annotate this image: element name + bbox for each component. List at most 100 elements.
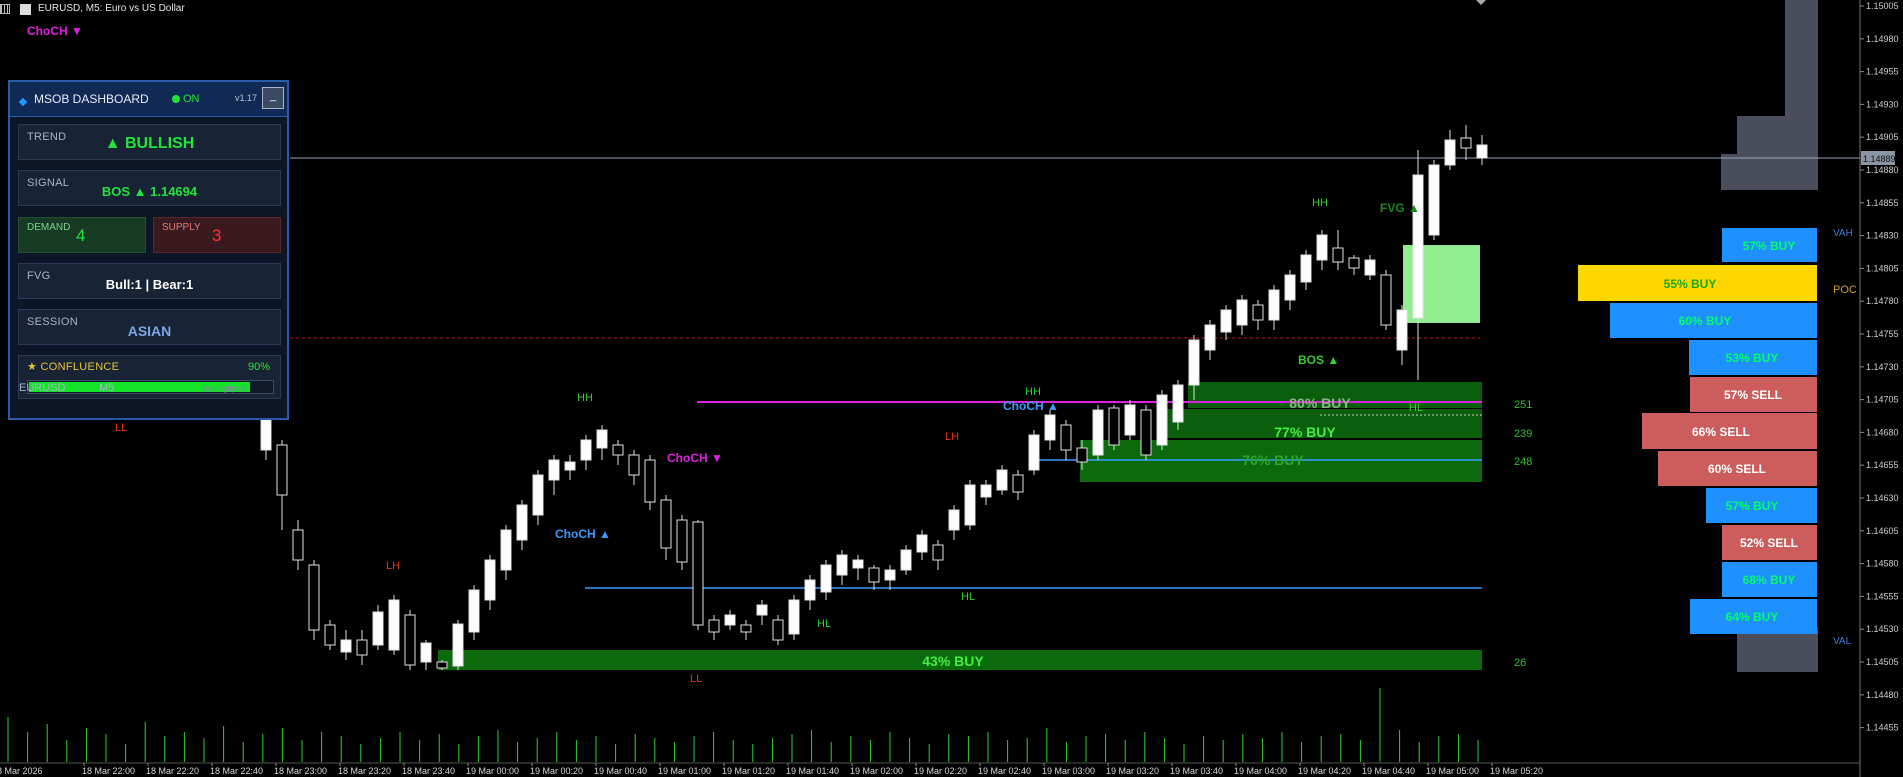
candle-body bbox=[900, 549, 912, 571]
candle-body bbox=[788, 599, 800, 635]
candle-body bbox=[420, 642, 432, 663]
structure-label: LL bbox=[690, 673, 702, 685]
time-tick-label: 19 Mar 03:20 bbox=[1106, 766, 1159, 776]
candle-body bbox=[772, 619, 784, 641]
candle-body bbox=[1396, 309, 1408, 351]
current-price-label: 1.14889 bbox=[1863, 154, 1896, 164]
minimize-button[interactable]: _ bbox=[262, 87, 284, 109]
price-tick-label: 1.14855 bbox=[1866, 198, 1899, 208]
candle-body bbox=[1284, 274, 1296, 301]
demand-count: 4 bbox=[76, 226, 86, 245]
candlesticks bbox=[260, 125, 1488, 670]
candle-body bbox=[676, 519, 688, 563]
price-tick-label: 1.14880 bbox=[1866, 165, 1899, 175]
profile-row-label: 52% SELL bbox=[1740, 536, 1798, 550]
candle-body bbox=[468, 589, 480, 633]
candle-body bbox=[436, 661, 448, 669]
confluence-label: ★ CONFLUENCE bbox=[27, 361, 120, 373]
price-tick-label: 1.14630 bbox=[1866, 493, 1899, 503]
supply-count: 3 bbox=[212, 226, 222, 245]
zone-label: 76% BUY bbox=[1242, 452, 1304, 468]
time-tick-label: 19 Mar 04:40 bbox=[1362, 766, 1415, 776]
candle-body bbox=[1092, 409, 1104, 456]
time-tick-label: 18 Mar 2026 bbox=[0, 766, 43, 776]
candle-body bbox=[404, 614, 416, 666]
fvg-label: FVG bbox=[27, 270, 51, 282]
footer-watermark: tradingtips.lr bbox=[203, 384, 247, 393]
time-tick-label: 18 Mar 22:20 bbox=[146, 766, 199, 776]
zone-label: 43% BUY bbox=[922, 653, 984, 669]
signal-panel: SIGNAL BOS ▲ 1.14694 bbox=[18, 170, 281, 206]
zone-label: 77% BUY bbox=[1274, 424, 1336, 440]
choch-up-label: ChoCH ▲ bbox=[1003, 399, 1059, 413]
candle-body bbox=[500, 529, 512, 571]
candle-body bbox=[1076, 447, 1088, 463]
time-tick-label: 19 Mar 01:40 bbox=[786, 766, 839, 776]
time-tick-label: 19 Mar 02:20 bbox=[914, 766, 967, 776]
chart-grid-icon[interactable] bbox=[0, 4, 10, 14]
demand-panel: DEMAND 4 bbox=[18, 217, 146, 253]
candle-body bbox=[1220, 309, 1232, 333]
footer-timeframe: M5 bbox=[99, 382, 115, 394]
status-label: ON bbox=[183, 93, 200, 105]
time-tick-label: 19 Mar 04:20 bbox=[1298, 766, 1351, 776]
footer-symbol: EURUSD bbox=[19, 382, 66, 394]
candle-body bbox=[740, 624, 752, 633]
zone-count: 248 bbox=[1514, 456, 1532, 468]
time-tick-label: 19 Mar 00:20 bbox=[530, 766, 583, 776]
dashboard-title: MSOB DASHBOARD bbox=[34, 92, 149, 106]
price-tick-label: 1.14730 bbox=[1866, 362, 1899, 372]
candle-body bbox=[1204, 324, 1216, 351]
time-tick-label: 18 Mar 23:00 bbox=[274, 766, 327, 776]
trend-label: TREND bbox=[27, 131, 67, 143]
session-panel: SESSION ASIAN bbox=[18, 309, 281, 345]
chart-type-icon[interactable] bbox=[20, 4, 31, 15]
vah-label: VAH bbox=[1833, 228, 1853, 239]
candle-body bbox=[580, 439, 592, 461]
supply-label: SUPPLY bbox=[162, 222, 201, 233]
trend-value: ▲ BULLISH bbox=[104, 135, 195, 152]
candle-body bbox=[1172, 384, 1184, 423]
time-tick-label: 19 Mar 00:40 bbox=[594, 766, 647, 776]
price-tick-label: 1.14705 bbox=[1866, 395, 1899, 405]
price-tick-label: 1.14780 bbox=[1866, 296, 1899, 306]
profile-row-label: 57% BUY bbox=[1743, 239, 1796, 253]
price-tick-label: 1.14580 bbox=[1866, 559, 1899, 569]
choch-top-tag: ChoCH ▼ bbox=[27, 24, 83, 38]
structure-label: HH bbox=[1312, 197, 1328, 209]
profile-row-label: 60% BUY bbox=[1679, 314, 1732, 328]
candle-body bbox=[1124, 404, 1136, 436]
candle-body bbox=[388, 599, 400, 651]
time-tick-label: 18 Mar 22:40 bbox=[210, 766, 263, 776]
diamond-icon bbox=[18, 97, 28, 107]
candle-body bbox=[372, 611, 384, 646]
profile-row-label: 53% BUY bbox=[1726, 351, 1779, 365]
signal-value: BOS ▲ 1.14694 bbox=[101, 184, 198, 199]
candle-body bbox=[308, 564, 320, 631]
candle-body bbox=[628, 454, 640, 476]
candle-body bbox=[1476, 144, 1488, 159]
candle-body bbox=[1380, 274, 1392, 326]
time-axis: 18 Mar 2026 18 Mar 22:00 18 Mar 22:20 18 Ma… bbox=[0, 763, 1543, 776]
candle-body bbox=[1460, 137, 1472, 149]
candle-body bbox=[548, 459, 560, 481]
candle-body bbox=[692, 521, 704, 626]
candle-body bbox=[1444, 139, 1456, 166]
candle-body bbox=[660, 499, 672, 549]
confluence-progress-bar bbox=[27, 380, 274, 394]
candle-body bbox=[1236, 299, 1248, 326]
current-price-box bbox=[1861, 151, 1895, 165]
candle-body bbox=[756, 604, 768, 616]
fvg-panel: FVG Bull:1 | Bear:1 bbox=[18, 263, 281, 299]
demand-zones bbox=[438, 245, 1482, 670]
candle-body bbox=[1108, 407, 1120, 446]
supply-panel: SUPPLY 3 bbox=[153, 217, 281, 253]
time-tick-label: 18 Mar 22:00 bbox=[82, 766, 135, 776]
time-tick-label: 19 Mar 04:00 bbox=[1234, 766, 1287, 776]
time-tick-label: 19 Mar 01:00 bbox=[658, 766, 711, 776]
scroll-marker-icon[interactable] bbox=[1476, 0, 1486, 5]
price-tick-label: 1.14930 bbox=[1866, 99, 1899, 109]
candle-body bbox=[356, 639, 368, 656]
price-tick-label: 1.14530 bbox=[1866, 624, 1899, 634]
